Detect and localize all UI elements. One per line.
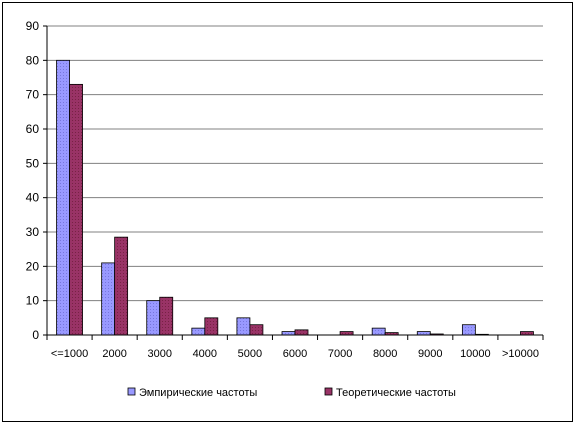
x-tick-label: 9000 (418, 348, 442, 360)
x-tick-label: 3000 (147, 348, 171, 360)
y-tick-label: 10 (26, 294, 40, 308)
y-tick-label: 60 (26, 122, 40, 136)
y-tick-label: 80 (26, 53, 40, 67)
x-tick-label: <=1000 (51, 348, 88, 360)
x-axis: <=1000 2000 3000 4000 5000 6000 7000 8000 9000 10… (46, 334, 544, 360)
y-tick-label: 40 (26, 191, 40, 205)
legend-label: Теоретические частоты (336, 387, 456, 399)
bar-theoretical (520, 331, 534, 336)
bar-theoretical (294, 329, 309, 336)
bar-theoretical (114, 236, 129, 336)
y-tick-label: 0 (32, 328, 39, 342)
legend-swatch (127, 387, 136, 396)
x-tick-label: >10000 (502, 348, 539, 360)
bar-theoretical (204, 317, 219, 336)
y-axis: 0 10 20 30 40 50 60 70 80 90 (26, 19, 48, 342)
legend: Эмпирические частоты Теоретические частот… (127, 387, 456, 399)
x-tick-label: 6000 (283, 348, 307, 360)
bar-theoretical (339, 331, 354, 336)
plot-area (47, 26, 543, 335)
legend-label: Эмпирические частоты (139, 387, 257, 399)
bar-empirical (101, 262, 116, 336)
x-tick-label: 5000 (238, 348, 262, 360)
bar-empirical (56, 59, 70, 336)
x-tick-label: 2000 (102, 348, 126, 360)
gridlines (47, 25, 543, 335)
y-tick-label: 90 (26, 19, 40, 33)
bar-empirical (416, 331, 431, 336)
bar-empirical (461, 324, 476, 336)
x-tick-label: 4000 (193, 348, 217, 360)
bar-empirical (236, 317, 251, 336)
x-tick-label: 10000 (460, 348, 491, 360)
y-tick-label: 20 (26, 259, 40, 273)
bar-theoretical (69, 83, 83, 336)
bar-theoretical (249, 324, 264, 336)
bar-empirical (371, 327, 386, 336)
bars (56, 59, 534, 336)
bar-empirical (191, 327, 206, 336)
x-tick-label: 8000 (373, 348, 397, 360)
bar-theoretical (159, 296, 174, 336)
bar-empirical (146, 300, 161, 336)
y-tick-label: 30 (26, 225, 40, 239)
bar-empirical (281, 331, 296, 336)
legend-swatch (324, 387, 333, 396)
y-tick-label: 50 (26, 156, 40, 170)
x-tick-label: 7000 (328, 348, 352, 360)
y-tick-label: 70 (26, 88, 40, 102)
